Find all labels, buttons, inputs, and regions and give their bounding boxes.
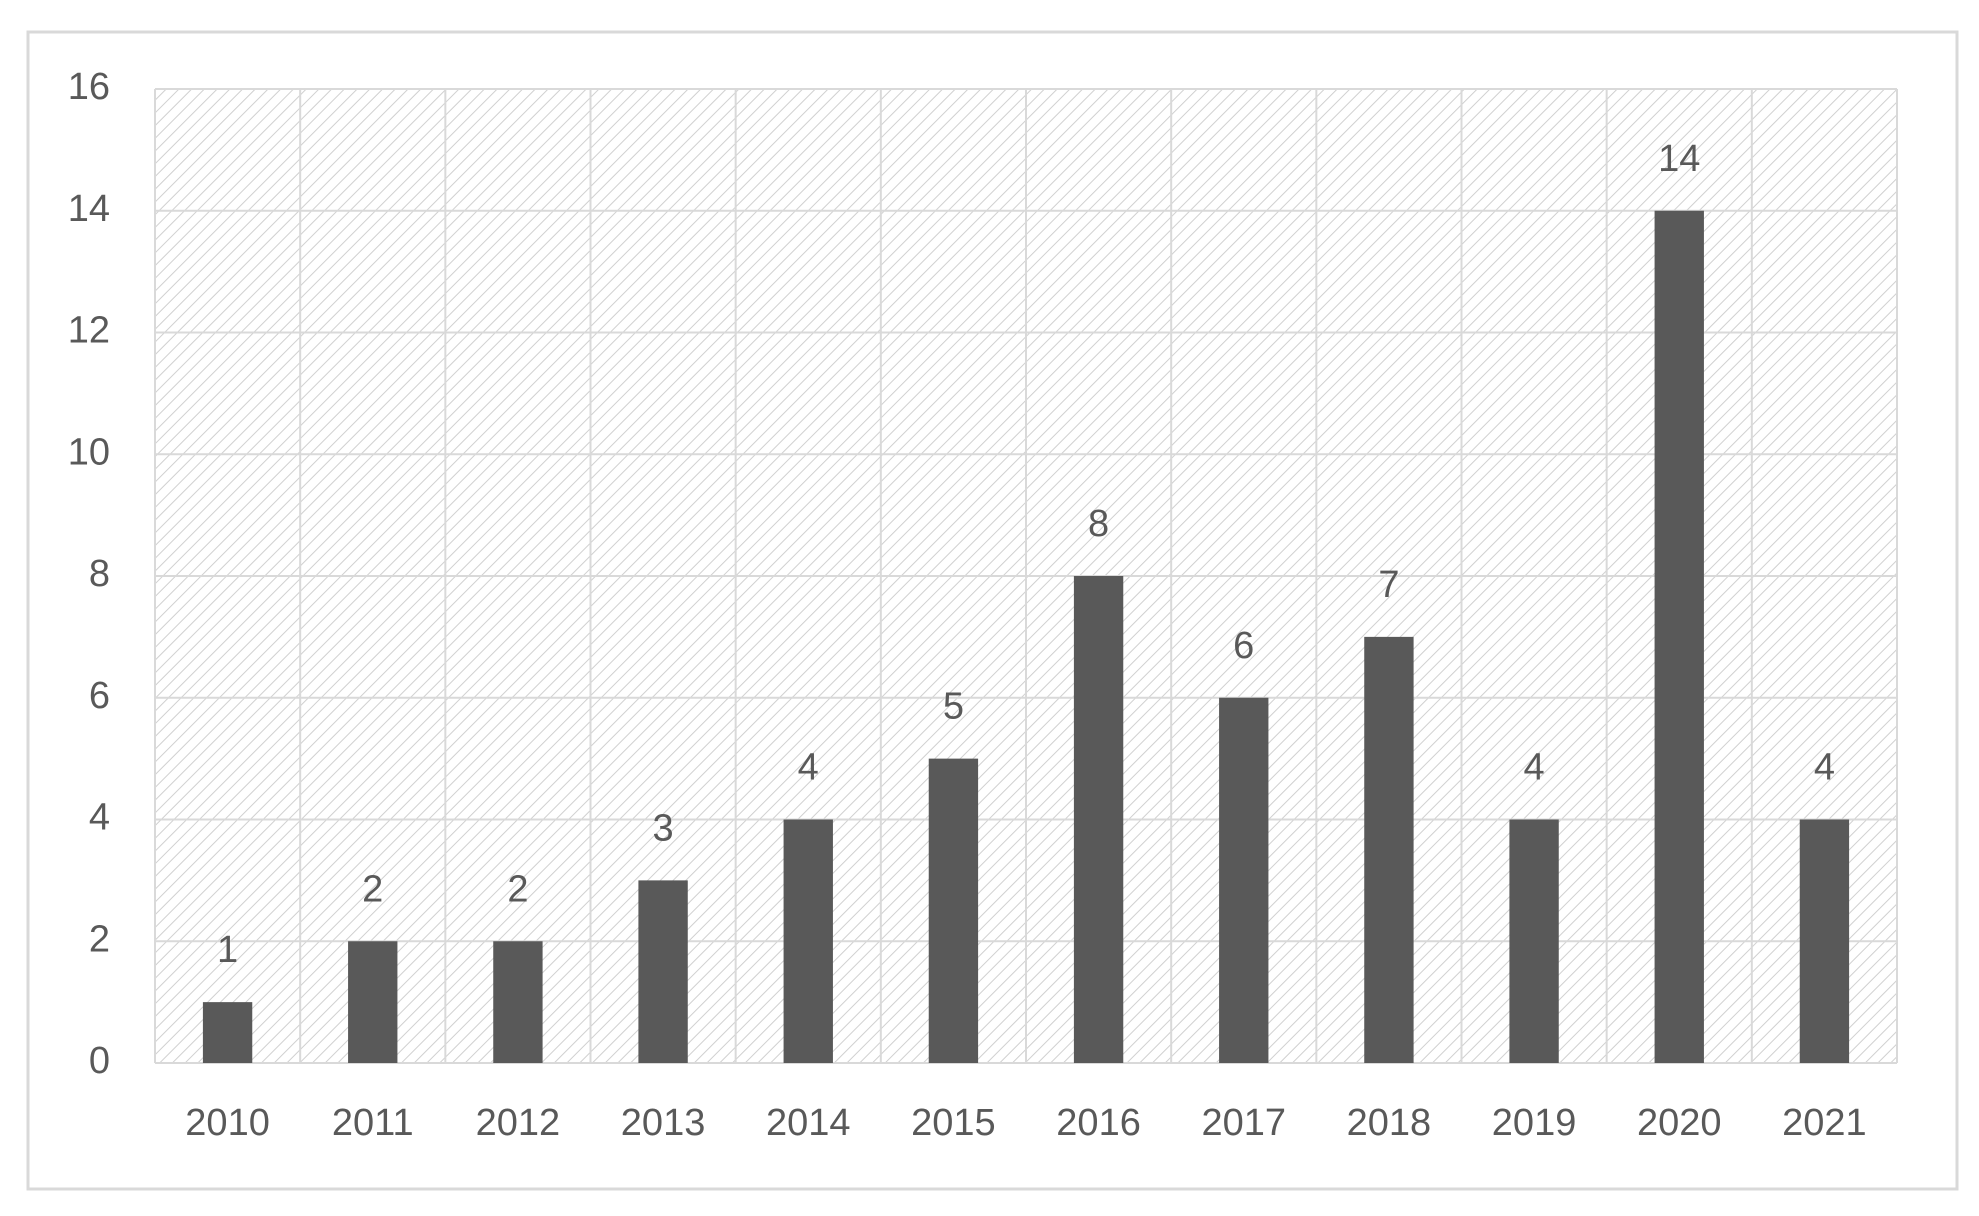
- x-tick-label: 2016: [1056, 1102, 1141, 1144]
- data-label: 7: [1378, 564, 1399, 606]
- x-tick-label: 2021: [1782, 1102, 1867, 1144]
- y-tick-label: 4: [89, 797, 110, 839]
- bar: [202, 1002, 253, 1063]
- y-tick-label: 0: [89, 1040, 110, 1082]
- y-tick-label: 10: [68, 431, 110, 473]
- bar: [348, 941, 398, 1063]
- x-tick-label: 2019: [1492, 1102, 1577, 1144]
- bar: [928, 758, 979, 1063]
- data-label: 6: [1233, 625, 1254, 667]
- data-label: 3: [653, 807, 674, 849]
- data-label: 4: [798, 747, 819, 789]
- bar: [638, 880, 688, 1063]
- data-label: 5: [943, 686, 964, 728]
- y-tick-label: 14: [68, 188, 110, 230]
- x-tick-label: 2020: [1637, 1102, 1722, 1144]
- data-label: 4: [1524, 747, 1545, 789]
- x-tick-label: 2015: [911, 1102, 996, 1144]
- data-label: 4: [1814, 747, 1835, 789]
- data-label: 1: [217, 929, 238, 971]
- bar: [493, 941, 543, 1063]
- x-tick-label: 2018: [1347, 1102, 1432, 1144]
- x-tick-label: 2011: [332, 1102, 414, 1144]
- x-tick-label: 2010: [185, 1102, 270, 1144]
- data-label: 14: [1658, 138, 1700, 180]
- y-tick-label: 16: [68, 66, 110, 108]
- data-label: 2: [362, 868, 383, 910]
- bar: [1509, 819, 1559, 1063]
- data-label: 2: [507, 868, 528, 910]
- data-label: 8: [1088, 503, 1109, 545]
- x-tick-label: 2012: [476, 1102, 561, 1144]
- bar: [1073, 576, 1124, 1063]
- x-tick-label: 2017: [1201, 1102, 1286, 1144]
- bar: [1654, 210, 1704, 1063]
- y-tick-label: 6: [89, 675, 110, 717]
- bar: [1799, 819, 1850, 1063]
- x-tick-label: 2013: [621, 1102, 706, 1144]
- bar: [1219, 697, 1269, 1063]
- x-tick-label: 2014: [766, 1102, 851, 1144]
- bar: [1364, 636, 1414, 1063]
- y-tick-label: 12: [68, 310, 110, 352]
- y-tick-label: 2: [89, 918, 110, 960]
- y-tick-label: 8: [89, 553, 110, 595]
- bar: [783, 819, 833, 1063]
